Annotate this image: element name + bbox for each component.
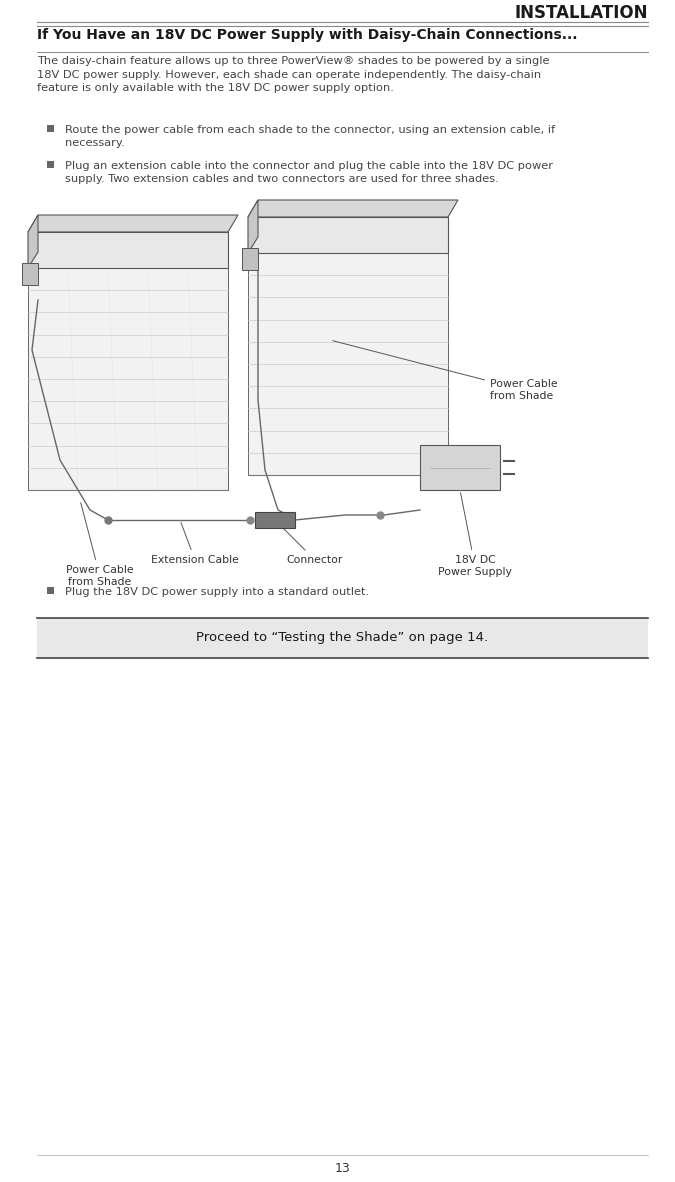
Polygon shape	[248, 200, 258, 253]
Text: The daisy-chain feature allows up to three PowerView® shades to be powered by a : The daisy-chain feature allows up to thr…	[37, 56, 549, 93]
Text: Proceed to “Testing the Shade” on page 14.: Proceed to “Testing the Shade” on page 1…	[196, 631, 489, 644]
Bar	[28, 268, 228, 491]
Bar	[47, 161, 54, 168]
Text: INSTALLATION: INSTALLATION	[514, 4, 648, 22]
Text: Extension Cable: Extension Cable	[151, 522, 239, 565]
Bar	[242, 248, 258, 269]
Polygon shape	[28, 232, 228, 268]
Text: Plug the 18V DC power supply into a standard outlet.: Plug the 18V DC power supply into a stan…	[65, 587, 369, 597]
Bar	[255, 512, 295, 528]
Text: supply. Two extension cables and two connectors are used for three shades.: supply. Two extension cables and two con…	[65, 175, 499, 184]
Text: Power Cable
from Shade: Power Cable from Shade	[66, 502, 134, 587]
Bar	[22, 264, 38, 285]
Text: 13: 13	[335, 1162, 350, 1175]
Text: necessary.: necessary.	[65, 138, 125, 149]
Text: Route the power cable from each shade to the connector, using an extension cable: Route the power cable from each shade to…	[65, 125, 555, 135]
Polygon shape	[248, 217, 448, 253]
Bar	[420, 444, 500, 491]
Polygon shape	[28, 215, 238, 232]
Text: 18V DC
Power Supply: 18V DC Power Supply	[438, 493, 512, 577]
Text: Connector: Connector	[277, 522, 343, 565]
Bar	[248, 253, 448, 475]
Polygon shape	[248, 200, 458, 217]
Polygon shape	[28, 215, 38, 268]
Text: If You Have an 18V DC Power Supply with Daisy-Chain Connections...: If You Have an 18V DC Power Supply with …	[37, 28, 578, 43]
Bar	[37, 618, 648, 658]
Text: Plug an extension cable into the connector and plug the cable into the 18V DC po: Plug an extension cable into the connect…	[65, 161, 553, 171]
Text: Power Cable
from Shade: Power Cable from Shade	[333, 340, 558, 401]
Bar	[47, 125, 54, 132]
Bar	[47, 587, 54, 595]
